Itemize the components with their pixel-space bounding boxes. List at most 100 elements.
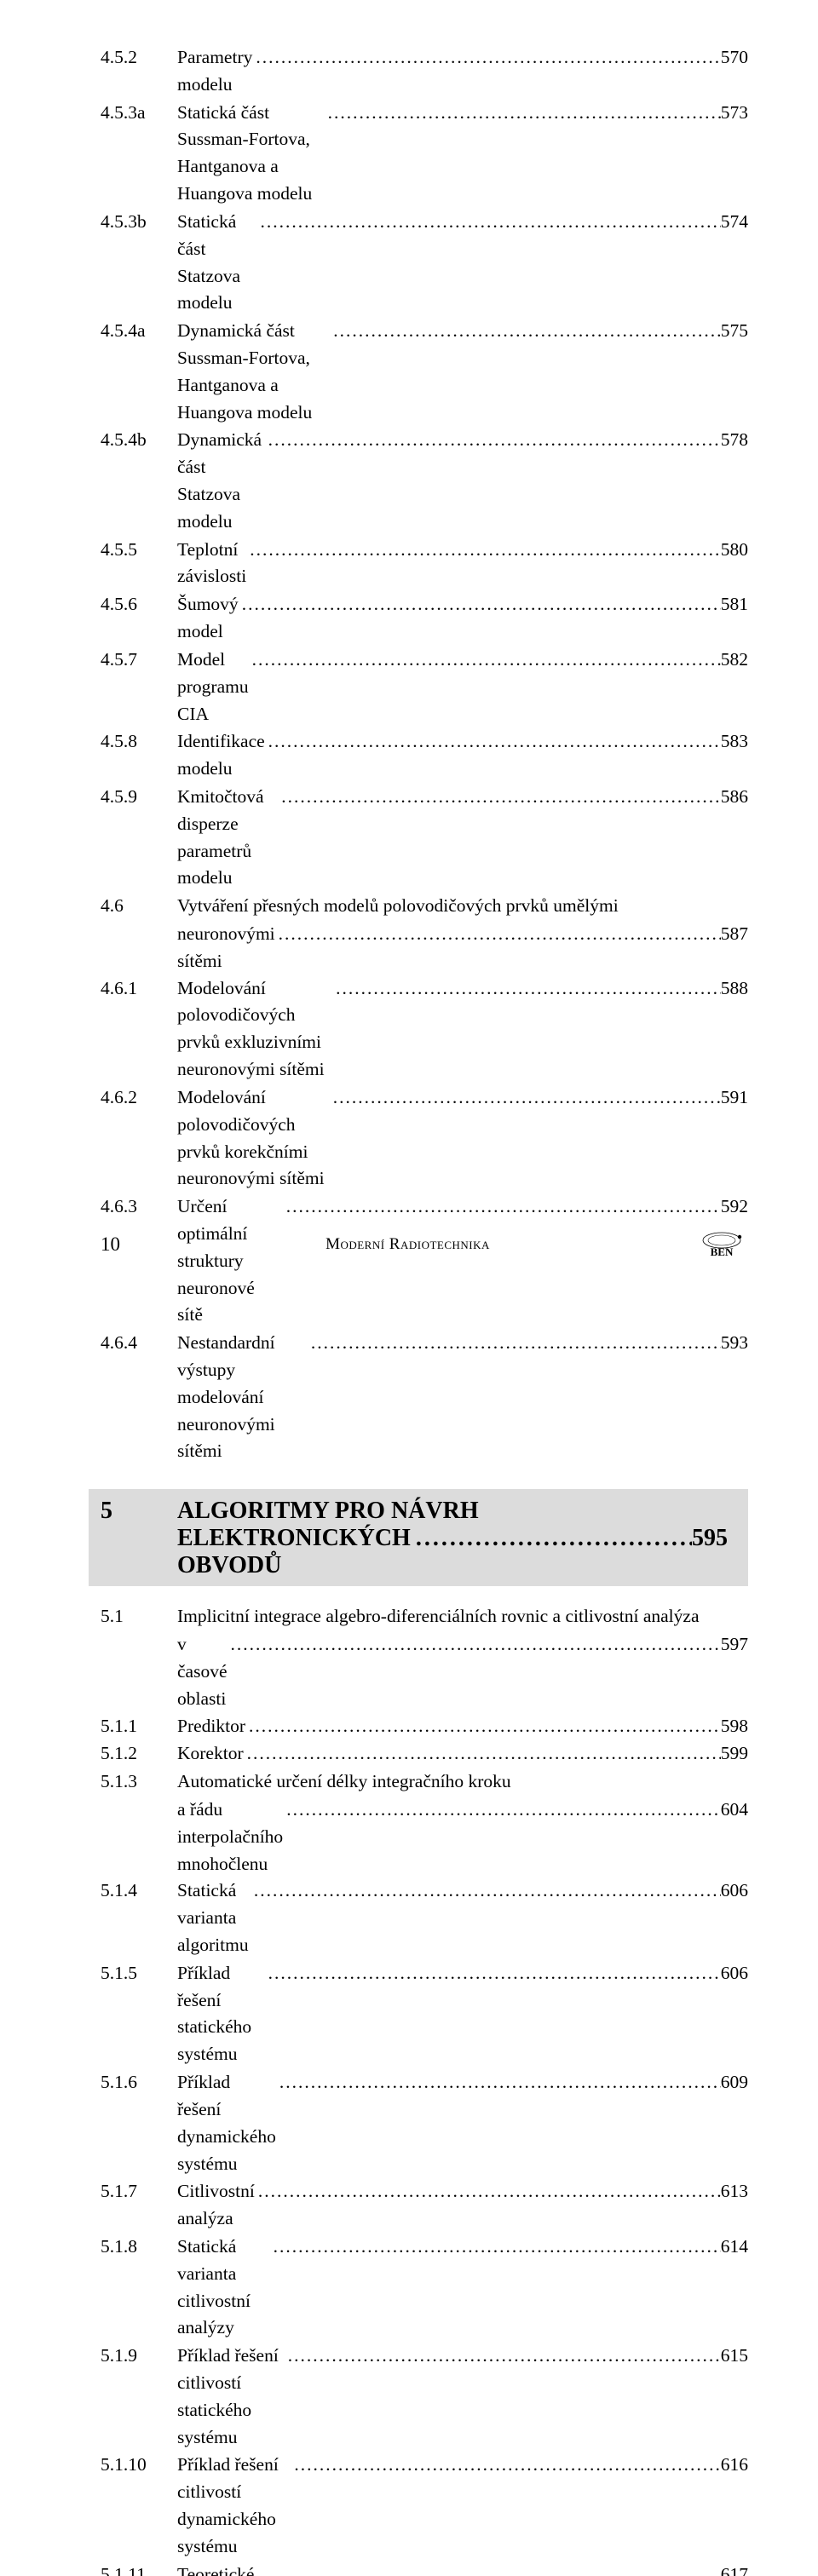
toc-number: 4.5.3a [101,100,177,127]
toc-entry: 5.1.2Korektor...........................… [101,1740,748,1768]
toc-number: 4.5.4a [101,318,177,345]
toc-number: 4.5.6 [101,591,177,618]
toc-dots: ........................................… [265,728,721,756]
toc-entry: 4.5.8Identifikace modelu................… [101,728,748,783]
toc-page: 580 [721,537,748,564]
footer-page-number: 10 [101,1233,120,1256]
toc-label: Teoretické základy algoritmu [177,2562,256,2576]
toc-number: 5.1.11 [101,2562,177,2576]
toc-number: 4.6.3 [101,1193,177,1221]
toc-label: Nestandardní výstupy modelování neuronov… [177,1330,308,1465]
toc-entry: 4.5.4bDynamická část Statzova modelu....… [101,427,748,535]
toc-number: 4.6 [101,893,177,920]
chapter-dots: ........................................… [411,1525,692,1552]
toc-number: 5.1.9 [101,2343,177,2370]
toc-dots: ........................................… [325,100,721,127]
toc-dots: ........................................… [244,1740,721,1768]
toc-dots: ........................................… [251,1877,721,1905]
toc-section-bottom: 5.1Implicitní integrace algebro-diferenc… [101,1603,748,2576]
toc-entry-cont: a řádu interpolačního mnohočlenu........… [101,1797,748,1877]
chapter-title-line2: ELEKTRONICKÝCH OBVODŮ [177,1525,411,1579]
toc-label: Parametry modelu [177,44,252,99]
toc-page: 578 [721,427,748,454]
toc-label: Korektor [177,1740,244,1768]
toc-number: 4.5.4b [101,427,177,454]
toc-label: Prediktor [177,1713,245,1740]
toc-entry: 4.5.7Model programu CIA.................… [101,647,748,727]
toc-dots: ........................................… [228,1631,721,1659]
toc-dots: ........................................… [291,2452,720,2479]
chapter-heading: 5 ALGORITMY PRO NÁVRH ELEKTRONICKÝCH OBV… [89,1489,748,1586]
toc-label: Příklad řešení statického systému [177,1960,265,2068]
toc-entry: 5.1.7Citlivostní analýza................… [101,2178,748,2233]
toc-number: 5.1.8 [101,2234,177,2261]
toc-dots: ........................................… [276,2069,721,2096]
toc-page: 587 [721,921,748,948]
toc-dots: ........................................… [245,1713,721,1740]
toc-label: Teplotní závislosti [177,537,246,591]
svg-text:BEN: BEN [711,1245,734,1258]
toc-dots: ........................................… [332,975,721,1003]
toc-label: v časové oblasti [177,1631,228,1712]
toc-page: 606 [721,1877,748,1905]
toc-dots: ........................................… [270,2234,721,2261]
toc-number: 5.1.1 [101,1713,177,1740]
toc-entry: 5.1.11Teoretické základy algoritmu......… [101,2562,748,2576]
toc-entry: 5.1.9Příklad řešení citlivostí statickéh… [101,2343,748,2451]
toc-page: 593 [721,1330,748,1357]
footer-title: Moderní Radiotechnika [120,1235,695,1254]
toc-page: 614 [721,2234,748,2261]
toc-label: Statická část Sussman-Fortova, Hantganov… [177,100,325,208]
toc-dots: ........................................… [246,537,721,564]
toc-dots: ........................................… [330,318,720,345]
toc-dots: ........................................… [257,209,721,236]
toc-page: 586 [721,784,748,811]
toc-label: Příklad řešení citlivostí statického sys… [177,2343,285,2451]
toc-label: neuronovými sítěmi [177,921,275,975]
toc-entry-cont: v časové oblasti........................… [101,1631,748,1712]
toc-number: 4.5.2 [101,44,177,72]
toc-number: 5.1.4 [101,1877,177,1905]
toc-number: 5.1.3 [101,1768,177,1796]
toc-entry: 4.5.5Teplotní závislosti................… [101,537,748,591]
toc-entry-cont: neuronovými sítěmi......................… [101,921,748,975]
toc-label: Model programu CIA [177,647,249,727]
toc-label: Příklad řešení citlivostí dynamického sy… [177,2452,291,2560]
toc-page: 613 [721,2178,748,2205]
toc-page: 570 [721,44,748,72]
toc-number: 5.1.2 [101,1740,177,1768]
footer-logo: BEN [695,1230,748,1259]
toc-label: Šumový model [177,591,239,646]
toc-entry: 5.1.1Prediktor..........................… [101,1713,748,1740]
toc-number: 4.6.2 [101,1084,177,1112]
toc-number: 4.5.9 [101,784,177,811]
toc-page: 591 [721,1084,748,1112]
toc-label: Modelování polovodičových prvků korekční… [177,1084,330,1193]
toc-label: Statická část Statzova modelu [177,209,257,317]
toc-page: 592 [721,1193,748,1221]
toc-number: 4.6.1 [101,975,177,1003]
toc-page: 615 [721,2343,748,2370]
chapter-number: 5 [89,1498,177,1525]
toc-entry: 4.5.9Kmitočtová disperze parametrů model… [101,784,748,892]
toc-entry: 5.1.10Příklad řešení citlivostí dynamick… [101,2452,748,2560]
toc-dots: ........................................… [255,2178,721,2205]
toc-number: 4.5.3b [101,209,177,236]
toc-page: 606 [721,1960,748,1987]
toc-entry: 4.5.3aStatická část Sussman-Fortova, Han… [101,100,748,208]
toc-label: Statická varianta citlivostní analýzy [177,2234,270,2342]
toc-dots: ........................................… [239,591,721,618]
toc-page: 583 [721,728,748,756]
toc-page: 617 [721,2562,748,2576]
toc-number: 5.1.5 [101,1960,177,1987]
toc-dots: ........................................… [265,427,721,454]
toc-page: 599 [721,1740,748,1768]
toc-label: Modelování polovodičových prvků exkluziv… [177,975,332,1084]
toc-label: Kmitočtová disperze parametrů modelu [177,784,278,892]
toc-page: 575 [721,318,748,345]
toc-dots: ........................................… [308,1330,721,1357]
toc-entry: 5.1.6Příklad řešení dynamického systému.… [101,2069,748,2177]
toc-label: a řádu interpolačního mnohočlenu [177,1797,283,1877]
toc-page: 598 [721,1713,748,1740]
toc-entry: 4.5.3bStatická část Statzova modelu.....… [101,209,748,317]
